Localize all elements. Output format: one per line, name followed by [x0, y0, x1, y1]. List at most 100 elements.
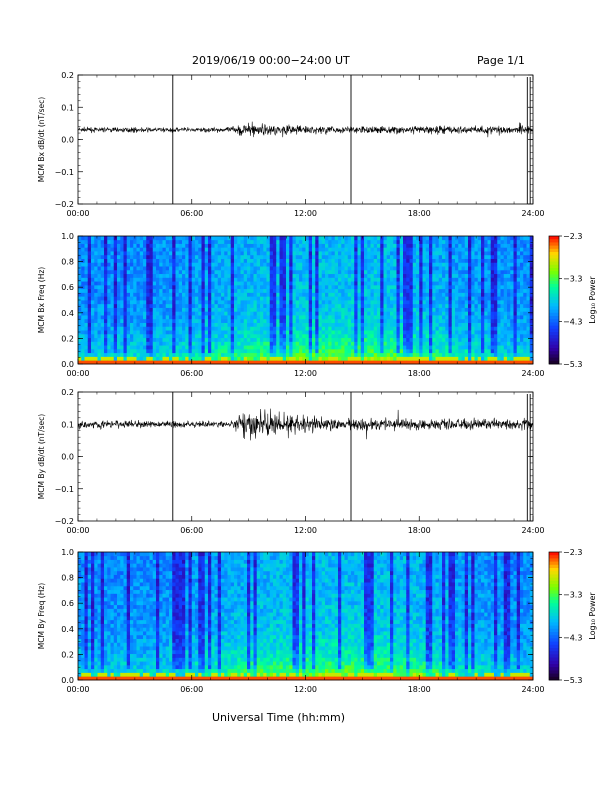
spectrogram-cell: [195, 262, 199, 267]
spectrogram-cell: [412, 311, 417, 316]
spectrogram-cell: [529, 318, 534, 323]
spectrogram-cell: [380, 273, 384, 278]
spectrogram-cell: [432, 262, 436, 267]
spectrogram-cell: [256, 262, 261, 267]
colorbar-segment: [549, 274, 559, 278]
spectrogram-cell: [269, 284, 274, 290]
spectrogram-cell: [318, 360, 323, 365]
spectrogram-cell: [299, 269, 303, 275]
spectrogram-cell: [195, 247, 199, 252]
spectrogram-cell: [208, 262, 212, 267]
spectrogram-cell: [341, 236, 345, 241]
spectrogram-cell: [188, 288, 193, 293]
spectrogram-cell: [422, 288, 427, 293]
spectrogram-cell: [360, 352, 365, 357]
spectrogram-cell: [451, 322, 456, 327]
spectrogram-cell: [435, 239, 440, 244]
spectrogram-cell: [308, 269, 313, 275]
spectrogram-cell: [159, 315, 163, 320]
spectrogram-cell: [364, 348, 368, 354]
spectrogram-cell: [139, 269, 144, 275]
spectrogram-cell: [429, 330, 433, 335]
spectrogram-cell: [110, 356, 115, 361]
spectrogram-cell: [305, 266, 310, 271]
spectrogram-cell: [351, 303, 355, 308]
spectrogram-cell: [409, 360, 414, 365]
spectrogram-cell: [471, 326, 475, 331]
spectrogram-cell: [214, 300, 219, 305]
spectrogram-cell: [156, 303, 160, 308]
spectrogram-cell: [208, 352, 212, 357]
spectrogram-cell: [455, 348, 459, 354]
spectrogram-cell: [315, 345, 319, 350]
spectrogram-cell: [250, 341, 254, 346]
spectrogram-cell: [113, 348, 118, 354]
spectrogram-cell: [256, 345, 261, 350]
spectrogram-cell: [354, 311, 358, 316]
colorbar-segment: [549, 264, 559, 269]
spectrogram-cell: [97, 348, 102, 354]
spectrogram-cell: [471, 251, 475, 256]
spectrogram-cell: [526, 300, 531, 305]
spectrogram-cell: [344, 247, 349, 252]
spectrogram-cell: [484, 303, 488, 308]
spectrogram-cell: [185, 236, 189, 241]
spectrogram-cell: [438, 236, 443, 241]
spectrogram-cell: [133, 269, 137, 275]
spectrogram-cell: [377, 337, 381, 342]
spectrogram-cell: [448, 296, 453, 301]
spectrogram-cell: [380, 284, 384, 290]
spectrogram-cell: [490, 322, 495, 327]
spectrogram-cell: [191, 239, 196, 244]
colorbar-segment: [549, 341, 559, 346]
spectrogram-cell: [110, 307, 115, 312]
spectrogram-cell: [484, 352, 488, 357]
spectrogram-cell: [357, 236, 362, 241]
spectrogram-cell: [117, 236, 121, 241]
spectrogram-cell: [247, 254, 251, 259]
spectrogram-cell: [256, 337, 261, 342]
spectrogram-cell: [497, 300, 501, 305]
spectrogram-cell: [188, 258, 193, 263]
spectrogram-cell: [211, 239, 215, 244]
spectrogram-cell: [182, 236, 186, 241]
spectrogram-cell: [458, 277, 462, 282]
spectrogram-cell: [182, 251, 186, 256]
spectrogram-cell: [341, 292, 345, 297]
spectrogram-cell: [373, 341, 378, 346]
spectrogram-cell: [347, 300, 352, 305]
spectrogram-cell: [406, 311, 410, 316]
spectrogram-cell: [351, 292, 355, 297]
spectrogram-cell: [256, 247, 261, 252]
spectrogram-cell: [214, 288, 219, 293]
spectrogram-cell: [120, 318, 124, 323]
spectrogram-cell: [344, 239, 349, 244]
spectrogram-cell: [91, 277, 95, 282]
spectrogram-cell: [295, 360, 300, 365]
spectrogram-cell: [328, 300, 332, 305]
spectrogram-cell: [256, 277, 261, 282]
spectrogram-cell: [221, 300, 225, 305]
spectrogram-cell: [435, 341, 440, 346]
spectrogram-cell: [269, 352, 274, 357]
spectrogram-cell: [507, 239, 511, 244]
colorbar-segment: [549, 290, 559, 294]
spectrogram-cell: [149, 277, 154, 282]
spectrogram-cell: [214, 352, 219, 357]
spectrogram-cell: [208, 254, 212, 259]
spectrogram-cell: [305, 239, 310, 244]
spectrogram-cell: [390, 322, 394, 327]
spectrogram-cell: [399, 356, 404, 361]
spectrogram-cell: [429, 288, 433, 293]
spectrogram-cell: [500, 330, 505, 335]
spectrogram-cell: [78, 341, 82, 346]
spectrogram-cell: [224, 303, 228, 308]
spectrogram-cell: [422, 326, 427, 331]
spectrogram-cell: [529, 322, 534, 327]
spectrogram-cell: [477, 356, 482, 361]
spectrogram-cell: [211, 300, 215, 305]
spectrogram-cell: [422, 307, 427, 312]
spectrogram-cell: [364, 281, 368, 286]
spectrogram-cell: [445, 236, 449, 241]
spectrogram-cell: [474, 330, 479, 335]
